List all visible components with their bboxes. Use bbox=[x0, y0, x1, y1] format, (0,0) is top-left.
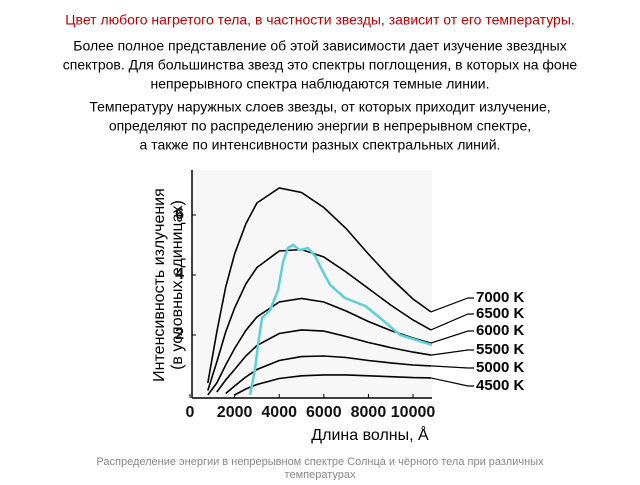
leader-line bbox=[430, 349, 474, 356]
leader-line bbox=[430, 377, 474, 387]
x-tick-label: 2000 bbox=[217, 404, 253, 421]
x-tick-label: 0 bbox=[186, 404, 195, 421]
x-tick-label: 6000 bbox=[306, 404, 342, 421]
paragraph-line: определяют по распределению энергии в не… bbox=[109, 118, 531, 134]
curve-label: 5500 K bbox=[476, 341, 525, 358]
blackbody-curve bbox=[216, 329, 432, 393]
curve-label: 5000 K bbox=[476, 359, 525, 376]
paragraph-line: непрерывного спектра наблюдаются темные … bbox=[150, 76, 489, 92]
x-axis-label: Длина волны, Å bbox=[311, 425, 429, 444]
y-tick-label: 6 bbox=[175, 206, 184, 223]
caption: температурах bbox=[285, 469, 356, 480]
blackbody-curve bbox=[234, 374, 431, 396]
x-tick-label: 10000 bbox=[391, 404, 436, 421]
curve-label: 7000 K bbox=[476, 289, 525, 306]
paragraph-line: Более полное представление об этой завис… bbox=[73, 38, 566, 54]
sun-curve bbox=[248, 243, 433, 396]
plot-area bbox=[192, 170, 432, 398]
caption: Распределение энергии в непрерывном спек… bbox=[96, 456, 544, 468]
paragraph-line: Температуру наружных слоев звезды, от ко… bbox=[89, 99, 550, 115]
curve-label: 6000 K bbox=[476, 322, 525, 339]
paragraph-line: спектров. Для большинства звезд это спек… bbox=[63, 57, 578, 73]
blackbody-curve bbox=[225, 355, 431, 395]
y-tick-label: 2 bbox=[175, 326, 184, 343]
curve-label: 4500 K bbox=[476, 377, 525, 394]
blackbody-curve bbox=[207, 297, 432, 396]
y-tick-label: 4 bbox=[175, 266, 184, 283]
leader-line bbox=[430, 297, 474, 313]
curve-label: 6500 K bbox=[476, 305, 525, 322]
paragraph-line: а также по интенсивности разных спектрал… bbox=[140, 137, 501, 153]
x-tick-label: 8000 bbox=[351, 404, 387, 421]
y-axis-label: Интенсивность излучения bbox=[151, 188, 168, 382]
leader-line bbox=[430, 313, 474, 331]
blackbody-curve bbox=[207, 187, 432, 384]
blackbody-curve bbox=[207, 248, 432, 391]
leader-line bbox=[430, 365, 474, 369]
x-tick-label: 4000 bbox=[261, 404, 297, 421]
y-axis-label: (в условных единицах) bbox=[169, 200, 186, 370]
title: Цвет любого нагретого тела, в частности … bbox=[65, 12, 575, 28]
leader-line bbox=[430, 330, 474, 344]
